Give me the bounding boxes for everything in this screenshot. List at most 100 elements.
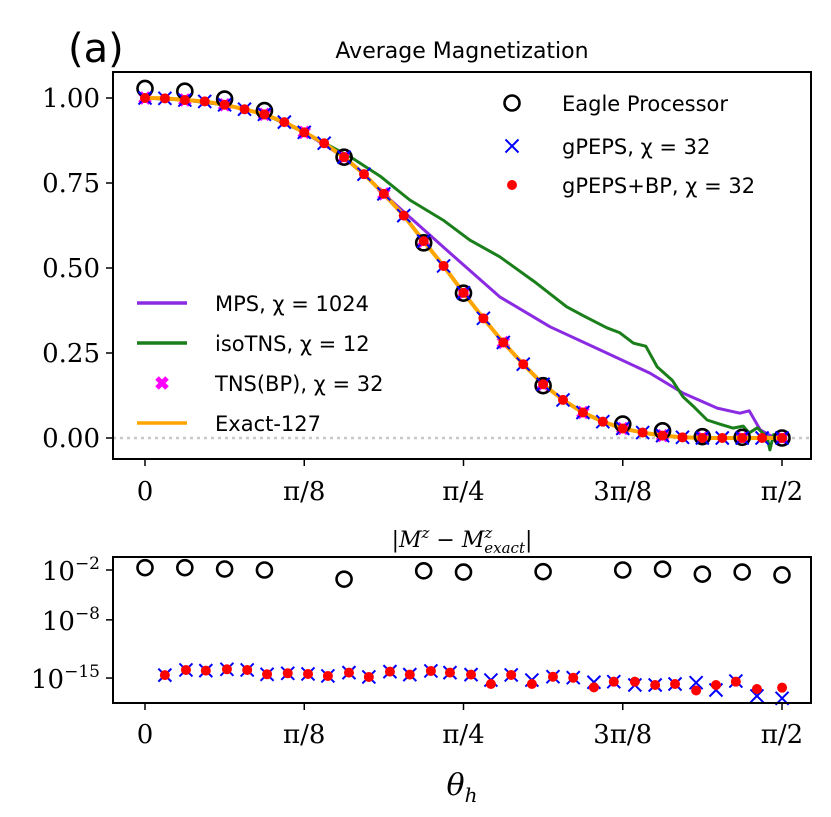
x-tick-label: π/4 xyxy=(442,720,484,750)
data-point xyxy=(159,93,170,104)
y-tick-label: 10−2 xyxy=(42,554,100,587)
data-point xyxy=(219,99,230,110)
series-gpeps-bp-32 xyxy=(159,664,788,696)
data-point xyxy=(751,683,762,694)
data-point xyxy=(558,394,569,405)
legend-marker xyxy=(503,94,521,112)
data-point xyxy=(215,560,234,578)
x-tick-label: π/4 xyxy=(442,477,484,507)
data-point xyxy=(733,428,751,447)
data-point xyxy=(757,433,768,443)
data-point xyxy=(506,669,517,680)
data-point xyxy=(335,570,353,588)
data-point xyxy=(717,433,728,443)
legend-label: MPS, χ = 1024 xyxy=(215,292,369,316)
plot-frame xyxy=(112,556,812,704)
data-point xyxy=(534,562,552,581)
data-point xyxy=(613,561,632,579)
data-point xyxy=(221,664,232,675)
data-point xyxy=(534,376,552,395)
data-point xyxy=(485,679,496,690)
data-point xyxy=(255,561,274,579)
y-tick-label: 0.50 xyxy=(42,254,100,284)
top-plot: 0 π/8 π/4 3π/8 π/2 0.00 0.25 0.50 0.75 1.00 Eagle … xyxy=(42,71,812,507)
series-gpeps-32 xyxy=(157,662,790,706)
data-point xyxy=(303,668,314,679)
data-point xyxy=(299,127,310,138)
data-point xyxy=(339,152,350,163)
data-point xyxy=(279,117,290,128)
bottom-chart-title: |Mz − Mz exact| xyxy=(392,524,533,557)
data-point xyxy=(282,668,293,679)
y-tick-label: 0.00 xyxy=(42,424,100,454)
data-point xyxy=(518,359,529,370)
x-tick-label: 0 xyxy=(137,720,154,750)
x-tick-label: π/2 xyxy=(761,720,803,750)
x-tick-label: π/2 xyxy=(761,477,803,507)
data-point xyxy=(697,433,708,443)
data-point xyxy=(653,560,672,578)
data-point xyxy=(322,670,333,681)
bottom-plot: 0 π/8 π/4 3π/8 π/2 10−2 10−8 10−15 xyxy=(31,554,812,750)
data-point xyxy=(404,669,415,680)
data-point xyxy=(384,666,395,677)
data-point xyxy=(140,93,150,103)
series-gpeps-bp-32 xyxy=(140,93,788,443)
data-point xyxy=(693,427,712,446)
data-point xyxy=(466,669,477,680)
legend-label: Exact-127 xyxy=(215,412,321,436)
data-point xyxy=(259,109,270,120)
data-point xyxy=(498,337,509,348)
data-point xyxy=(180,664,191,675)
data-point xyxy=(414,234,433,252)
data-point xyxy=(444,667,455,678)
legend-label: isoTNS, χ = 12 xyxy=(215,332,370,356)
x-tick-label: π/8 xyxy=(283,720,325,750)
legend-marker xyxy=(155,376,169,390)
data-point xyxy=(179,95,190,106)
data-point xyxy=(737,433,748,443)
data-point xyxy=(418,236,429,247)
data-point xyxy=(136,558,154,577)
data-point xyxy=(526,679,537,690)
data-point xyxy=(608,676,619,687)
legend-label: TNS(BP), χ = 32 xyxy=(214,372,383,396)
x-tick-label: 3π/8 xyxy=(593,477,652,507)
data-point xyxy=(262,669,273,680)
data-point xyxy=(239,104,250,115)
data-point xyxy=(588,682,599,693)
data-point xyxy=(693,565,712,583)
data-point xyxy=(414,562,433,580)
legend-label: gPEPS, χ = 32 xyxy=(562,135,710,159)
y-tick-label: 10−8 xyxy=(42,604,100,637)
data-point xyxy=(538,379,549,390)
data-point xyxy=(617,423,628,434)
data-point xyxy=(398,210,409,221)
data-point xyxy=(438,260,449,271)
data-point xyxy=(749,688,765,704)
panel-label: (a) xyxy=(68,26,124,72)
legend-label: gPEPS+BP, χ = 32 xyxy=(562,174,755,198)
data-point xyxy=(343,667,354,678)
data-point xyxy=(677,432,688,443)
data-point xyxy=(657,430,668,441)
data-point xyxy=(425,665,436,676)
data-point xyxy=(773,566,791,584)
plot-frame xyxy=(112,71,812,460)
y-tick-label: 1.00 xyxy=(42,84,100,114)
series-eagle-processor xyxy=(136,558,791,588)
data-point xyxy=(319,138,330,149)
x-axis-label: θh xyxy=(447,768,478,807)
data-point xyxy=(242,664,253,675)
data-point xyxy=(363,671,374,682)
data-point xyxy=(777,682,788,693)
data-point xyxy=(773,429,791,447)
data-point xyxy=(730,676,741,687)
top-chart-title: Average Magnetization xyxy=(335,39,588,64)
y-tick-label: 0.25 xyxy=(42,339,100,369)
legend-label: Eagle Processor xyxy=(562,92,728,116)
data-point xyxy=(629,676,640,687)
x-tick-label: π/8 xyxy=(283,477,325,507)
data-point xyxy=(176,558,194,577)
